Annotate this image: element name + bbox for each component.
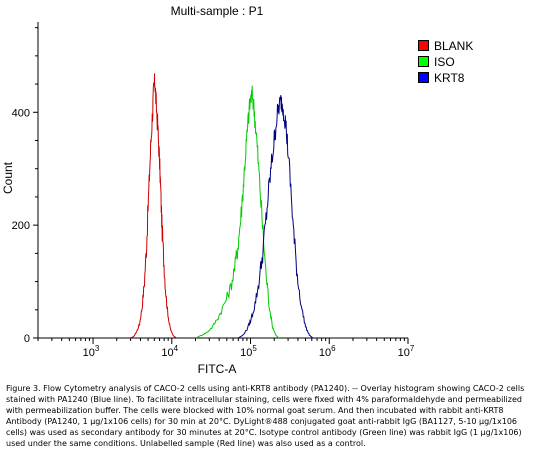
legend: BLANK ISO KRT8 <box>418 38 473 86</box>
series-line-blank <box>130 73 177 339</box>
x-tick-label: 106 <box>319 344 336 359</box>
legend-item-blank: BLANK <box>418 38 473 53</box>
x-tick-label: 103 <box>83 344 100 359</box>
legend-label-iso: ISO <box>434 54 455 69</box>
legend-item-iso: ISO <box>418 54 473 69</box>
y-axis-label: Count <box>1 161 15 194</box>
chart-title: Multi-sample : P1 <box>171 4 264 18</box>
legend-label-krt8: KRT8 <box>434 70 465 85</box>
x-axis-label: FITC-A <box>198 362 237 376</box>
x-tick-label: 105 <box>240 344 257 359</box>
x-tick-label: 107 <box>398 344 415 359</box>
y-tick-label: 0 <box>24 333 30 345</box>
x-tick-label: 104 <box>161 344 178 359</box>
figure-caption: Figure 3. Flow Cytometry analysis of CAC… <box>6 384 525 448</box>
legend-swatch-iso <box>418 56 429 67</box>
y-tick-label: 200 <box>12 220 30 232</box>
series-line-iso <box>195 85 280 339</box>
histogram-chart: Multi-sample : P1 0 200 400 103 104 105 106 107… <box>1 4 415 376</box>
plot-area: 0 200 400 103 104 105 106 107 <box>12 22 415 359</box>
series-line-krt8 <box>238 95 314 339</box>
legend-item-krt8: KRT8 <box>418 70 473 85</box>
y-tick-label: 400 <box>12 107 30 119</box>
legend-swatch-blank <box>418 40 429 51</box>
legend-label-blank: BLANK <box>434 38 474 53</box>
legend-swatch-krt8 <box>418 72 429 83</box>
